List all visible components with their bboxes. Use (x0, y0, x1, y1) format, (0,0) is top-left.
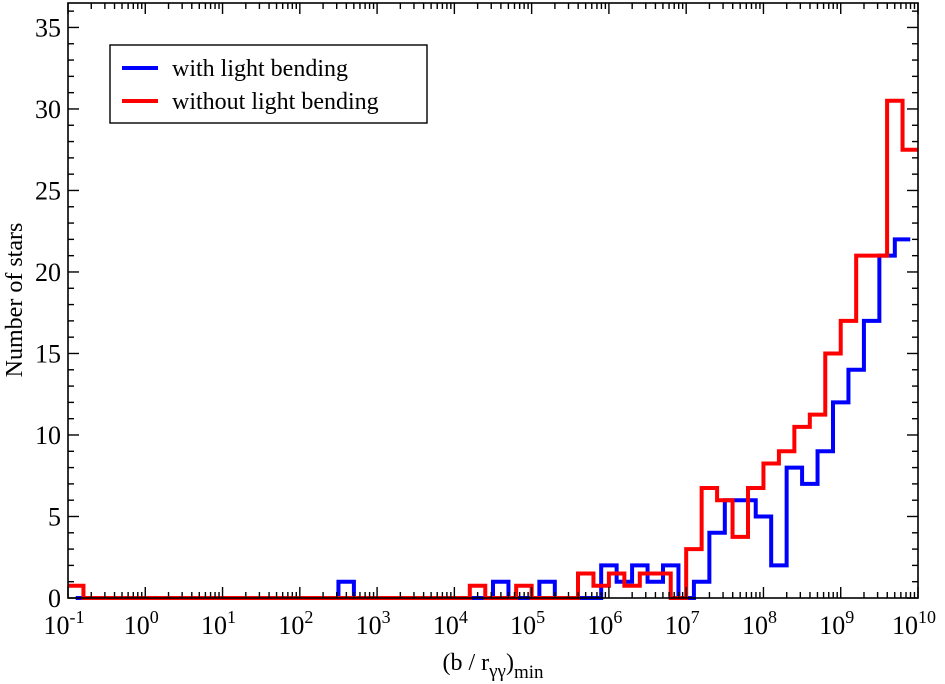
x-tick-exponent: 9 (845, 607, 854, 627)
y-tick-label: 5 (48, 502, 61, 531)
series-without-light-bending-outline (68, 98, 918, 600)
legend-box (109, 44, 428, 124)
series-with-light-bending-outline (75, 237, 911, 600)
x-tick-exponent: 7 (691, 607, 700, 627)
x-tick-label: 1010 (892, 607, 936, 640)
series-layer (68, 98, 918, 600)
x-tick-exponent: 5 (536, 607, 545, 627)
y-tick-label: 20 (35, 258, 61, 287)
x-tick-label: 104 (433, 607, 468, 640)
x-tick-label: 103 (356, 607, 391, 640)
x-tick-exponent: 1 (227, 607, 236, 627)
x-tick-exponent: 2 (304, 607, 313, 627)
x-axis-label-min-subscript: min (514, 662, 544, 683)
y-tick-label: 0 (48, 584, 61, 613)
legend-label-without-light-bending: without light bending (172, 89, 379, 115)
x-tick-exponent: 10 (918, 607, 936, 627)
x-tick-label: 105 (510, 607, 545, 640)
x-tick-label: 107 (665, 607, 700, 640)
x-tick-exponent: -1 (70, 607, 85, 627)
x-axis-label: (b / rγγ)min (442, 650, 544, 683)
x-tick-exponent: 8 (768, 607, 777, 627)
x-tick-label: 108 (742, 607, 777, 640)
x-tick-label: 109 (819, 607, 854, 640)
x-tick-label: 101 (201, 607, 236, 640)
ticks-layer: 10-1 100 101 102 103 104 105 106 107 108 109 101005… (35, 3, 936, 640)
x-tick-exponent: 3 (382, 607, 391, 627)
legend-label-with-light-bending: with light bending (172, 56, 348, 82)
y-tick-label: 30 (35, 95, 61, 124)
y-tick-label: 35 (35, 13, 61, 42)
y-tick-label: 15 (35, 339, 61, 368)
legend: with light bending without light bending (109, 44, 428, 124)
y-tick-label: 10 (35, 421, 61, 450)
y-axis-label: Number of stars (2, 223, 28, 378)
x-tick-label: 100 (124, 607, 159, 640)
y-tick-label: 25 (35, 176, 61, 205)
x-tick-label: 106 (587, 607, 622, 640)
x-tick-exponent: 4 (459, 607, 468, 627)
x-tick-exponent: 6 (613, 607, 622, 627)
x-tick-label: 102 (278, 607, 313, 640)
x-tick-exponent: 0 (150, 607, 159, 627)
x-axis-label-gamma-subscript: γγ (488, 661, 506, 682)
plot-frame (67, 2, 919, 599)
